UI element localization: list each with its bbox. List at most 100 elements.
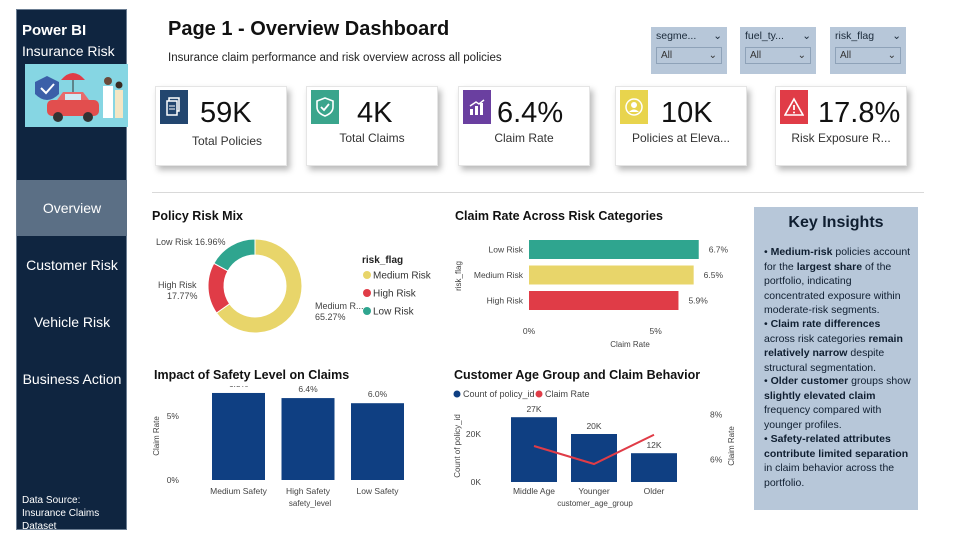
- slicer-segment[interactable]: segme... ⌄ All ⌄: [651, 27, 727, 74]
- shield-check-icon: [311, 90, 339, 124]
- visual-title: Claim Rate Across Risk Categories: [455, 209, 663, 223]
- kpi-total-policies: 59K Total Policies: [155, 86, 287, 166]
- slicer-dropdown[interactable]: All ⌄: [835, 47, 901, 64]
- x-tick-label: Younger: [578, 486, 610, 496]
- y-tick-label: 0%: [167, 475, 180, 485]
- x-tick-label: 0%: [523, 326, 536, 336]
- slicer-fuel-type[interactable]: fuel_ty... ⌄ All ⌄: [740, 27, 816, 74]
- insights-title: Key Insights: [788, 214, 884, 231]
- chevron-down-icon: ⌄: [708, 50, 717, 61]
- bar[interactable]: [281, 398, 335, 480]
- label-high-risk-pct: 17.77%: [167, 291, 198, 301]
- user-icon: [620, 90, 648, 124]
- y-axis-label-right: Claim Rate: [727, 426, 736, 466]
- slicer-risk-flag[interactable]: risk_flag ⌄ All ⌄: [830, 27, 906, 74]
- nav-overview[interactable]: Overview: [17, 180, 127, 236]
- y-tick-label: High Risk: [487, 296, 524, 306]
- label-medium-risk-name: Medium R...: [315, 301, 364, 311]
- kpi-policies-elevated: 10K Policies at Eleva...: [615, 86, 747, 166]
- kpi-value: 17.8%: [818, 97, 901, 129]
- slicer-label: segme...: [656, 30, 697, 42]
- donut-slice-low-risk[interactable]: [213, 238, 256, 272]
- y-tick-label-right: 6%: [710, 455, 723, 465]
- label-medium-risk-pct: 65.27%: [315, 312, 346, 322]
- data-label: 6.4%: [298, 386, 318, 394]
- y-tick-label-right: 8%: [710, 410, 723, 420]
- kpi-caption: Claim Rate: [494, 131, 554, 145]
- kpi-caption: Total Policies: [191, 134, 263, 148]
- claim-rate-line[interactable]: [533, 433, 655, 466]
- bar[interactable]: [212, 392, 265, 480]
- y-axis-label: risk_flag: [454, 261, 463, 291]
- bar[interactable]: [511, 417, 557, 482]
- y-axis-label-left: Count of policy_id: [453, 414, 462, 478]
- bar[interactable]: [529, 265, 694, 285]
- x-axis-label: Claim Rate: [610, 340, 650, 349]
- chevron-down-icon: ⌄: [713, 30, 722, 42]
- nav-business-action[interactable]: Business Action: [22, 371, 122, 387]
- insight-4: • Safety-related attributes contribute l…: [764, 433, 909, 489]
- legend-item[interactable]: Medium Risk: [373, 271, 432, 282]
- safety-bar-chart: Claim Rate 0% 5% 6.8% Medium Safety 6.4% High…: [152, 386, 404, 508]
- bar-growth-icon: [463, 90, 491, 124]
- kpi-total-claims: 4K Total Claims: [306, 86, 438, 166]
- kpi-caption: Risk Exposure R...: [791, 131, 891, 145]
- x-axis-label: safety_level: [289, 499, 331, 508]
- label-high-risk-name: High Risk: [158, 280, 197, 290]
- key-insights-panel: Key Insights • Medium-risk policies acco…: [754, 207, 918, 510]
- legend-marker: [363, 289, 371, 297]
- y-tick-label-left: 20K: [466, 429, 481, 439]
- legend-item[interactable]: High Risk: [373, 289, 417, 300]
- sidebar: Power BI Insurance Risk Overview Custome…: [16, 9, 128, 532]
- slicer-label: fuel_ty...: [745, 30, 784, 42]
- data-label: 5.9%: [688, 296, 708, 306]
- y-tick-label: Low Risk: [489, 245, 524, 255]
- chevron-down-icon: ⌄: [887, 50, 896, 61]
- document-icon: [160, 90, 188, 124]
- kpi-caption: Total Claims: [339, 131, 405, 145]
- label-low-risk: Low Risk 16.96%: [156, 237, 226, 247]
- page-subtitle: Insurance claim performance and risk ove…: [168, 52, 502, 64]
- bar[interactable]: [351, 403, 404, 480]
- kpi-claim-rate: 6.4% Claim Rate: [458, 86, 590, 166]
- bar[interactable]: [529, 291, 679, 310]
- x-tick-label: Older: [644, 486, 665, 496]
- chevron-down-icon: ⌄: [797, 50, 806, 61]
- data-label: 27K: [526, 404, 541, 414]
- donut-slice-medium-risk[interactable]: [215, 238, 303, 334]
- x-tick-label: Low Safety: [356, 486, 399, 496]
- insight-2: • Claim rate differences across risk cat…: [764, 318, 903, 374]
- slicer-dropdown[interactable]: All ⌄: [745, 47, 811, 64]
- bar[interactable]: [631, 453, 677, 482]
- x-tick-label: 5%: [650, 326, 663, 336]
- legend-marker-claim-rate: [535, 390, 543, 398]
- data-label: 6.8%: [229, 386, 249, 389]
- slicer-dropdown[interactable]: All ⌄: [656, 47, 722, 64]
- nav-customer-risk[interactable]: Customer Risk: [26, 257, 118, 273]
- legend-marker: [363, 307, 371, 315]
- data-label: 6.7%: [709, 245, 729, 255]
- visual-title: Policy Risk Mix: [152, 209, 244, 223]
- kpi-value: 6.4%: [497, 97, 564, 129]
- slicer-value: All: [661, 50, 673, 61]
- legend-item[interactable]: Low Risk: [373, 307, 415, 318]
- bar[interactable]: [529, 240, 699, 259]
- x-axis-label: customer_age_group: [557, 499, 633, 508]
- chevron-down-icon: ⌄: [892, 30, 901, 42]
- hbar-chart: risk_flag Low Risk 6.7% Medium Risk 6.5% Hig…: [454, 240, 729, 349]
- data-label: 6.5%: [704, 270, 724, 280]
- warning-icon: [780, 90, 808, 124]
- legend-marker: [363, 271, 371, 279]
- kpi-value: 10K: [661, 97, 713, 129]
- chevron-down-icon: ⌄: [802, 30, 811, 42]
- kpi-value: 59K: [200, 97, 252, 129]
- legend-claim-rate: Claim Rate: [545, 389, 590, 399]
- age-combo-chart: Count of policy_id Claim Rate Count of p…: [453, 389, 736, 508]
- bar[interactable]: [571, 434, 617, 482]
- nav-vehicle-risk[interactable]: Vehicle Risk: [33, 314, 111, 330]
- x-tick-label: Medium Safety: [210, 486, 267, 496]
- kpi-value: 4K: [357, 97, 393, 129]
- legend-marker-count: [453, 390, 461, 398]
- data-label: 12K: [646, 440, 661, 450]
- legend-title: risk_flag: [362, 255, 403, 266]
